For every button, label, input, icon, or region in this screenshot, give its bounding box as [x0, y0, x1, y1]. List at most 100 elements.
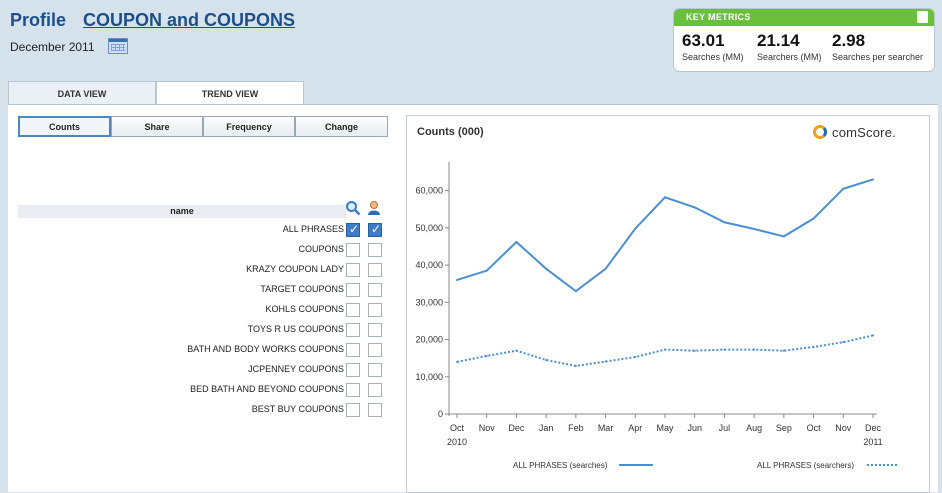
data-point: [634, 227, 637, 230]
phrase-name: BEST BUY COUPONS: [251, 404, 344, 414]
phrase-name: TOYS R US COUPONS: [247, 324, 344, 334]
searchers-checkbox[interactable]: [368, 222, 382, 237]
table-row: BEST BUY COUPONS: [18, 400, 398, 420]
y-tick-label: 20,000: [415, 335, 443, 345]
table-row: BED BATH AND BEYOND COUPONS: [18, 380, 398, 400]
x-tick-label: Feb: [568, 423, 584, 433]
searchers-checkbox[interactable]: [368, 383, 382, 397]
data-point: [604, 360, 607, 363]
subtab-share[interactable]: Share: [111, 116, 203, 137]
name-column-header[interactable]: name: [18, 205, 346, 218]
y-tick-label: 50,000: [415, 223, 443, 233]
subtab-frequency[interactable]: Frequency: [203, 116, 295, 137]
searches-checkbox[interactable]: [346, 383, 360, 397]
metric-searches: 63.01 Searches (MM): [682, 31, 744, 62]
searches-checkbox[interactable]: [346, 363, 360, 377]
metric-label: Searches per searcher: [832, 52, 924, 62]
searchers-checkbox[interactable]: [368, 243, 382, 257]
table-row: TOYS R US COUPONS: [18, 320, 398, 340]
metric-subtabs: Counts Share Frequency Change: [18, 116, 393, 137]
data-point: [782, 349, 785, 352]
data-point: [812, 217, 815, 220]
series-line-searches: [456, 178, 874, 293]
phrase-list: ALL PHRASES COUPONS KRAZY COUPON LADY TARGE…: [18, 220, 398, 420]
data-point: [634, 356, 637, 359]
trend-panel: Counts Share Frequency Change name ALL P…: [8, 104, 938, 493]
y-tick-label: 60,000: [415, 186, 443, 196]
subtab-change[interactable]: Change: [295, 116, 388, 137]
searches-checkbox[interactable]: [346, 263, 360, 277]
table-row: JCPENNEY COUPONS: [18, 360, 398, 380]
searchers-checkbox[interactable]: [368, 303, 382, 317]
y-tick-label: 0: [438, 409, 443, 419]
subtab-counts[interactable]: Counts: [18, 116, 111, 137]
searches-checkbox[interactable]: [346, 283, 360, 297]
searchers-checkbox[interactable]: [368, 343, 382, 357]
chart-title: Counts (000): [417, 126, 484, 138]
searches-checkbox[interactable]: [346, 343, 360, 357]
x-tick-label: Jan: [539, 423, 554, 433]
series-line-searchers: [456, 334, 874, 367]
searchers-checkbox[interactable]: [368, 363, 382, 377]
data-point: [723, 348, 726, 351]
data-point: [872, 178, 874, 181]
chart-canvas: 0 10,000 20,000 30,000 40,000 50,000 60,000 Oct…: [415, 162, 899, 470]
data-point: [842, 341, 845, 344]
searches-checkbox[interactable]: [346, 222, 360, 237]
x-tick-label: Dec: [865, 423, 882, 433]
data-point: [782, 235, 785, 238]
search-icon: [346, 201, 361, 216]
data-point: [456, 360, 458, 363]
trend-chart: Counts (000) comScore. 0 10,000 20,000 30,0…: [406, 115, 930, 493]
y-tick-label: 40,000: [415, 260, 443, 270]
phrase-name: COUPONS: [298, 244, 344, 254]
phrase-name: BED BATH AND BEYOND COUPONS: [190, 384, 344, 394]
data-point: [485, 354, 488, 357]
copy-icon[interactable]: [917, 11, 928, 23]
searches-checkbox[interactable]: [346, 323, 360, 337]
page-header: Profile COUPON and COUPONS December 2011…: [0, 0, 942, 80]
x-tick-label: Oct: [807, 423, 822, 433]
x-tick-label: Jul: [719, 423, 731, 433]
tab-trend-view[interactable]: TREND VIEW: [156, 81, 304, 106]
x-tick-label: May: [656, 423, 674, 433]
searchers-checkbox[interactable]: [368, 263, 382, 277]
phrase-name: ALL PHRASES: [282, 224, 344, 234]
x-tick-label: Oct: [450, 423, 465, 433]
x-tick-label: Mar: [598, 423, 614, 433]
searches-checkbox[interactable]: [346, 243, 360, 257]
metric-label: Searchers (MM): [757, 52, 822, 62]
x-tick-label: Aug: [746, 423, 762, 433]
data-point: [693, 349, 696, 352]
searches-checkbox[interactable]: [346, 303, 360, 317]
data-point: [515, 240, 518, 243]
searchers-checkbox[interactable]: [368, 323, 382, 337]
key-metrics-title: KEY METRICS: [674, 9, 934, 26]
data-point: [753, 227, 756, 230]
y-tick-label: 10,000: [415, 372, 443, 382]
table-row: COUPONS: [18, 240, 398, 260]
legend-label: ALL PHRASES (searchers): [757, 461, 854, 470]
table-row: TARGET COUPONS: [18, 280, 398, 300]
metric-value: 21.14: [757, 31, 800, 50]
y-tick-label: 30,000: [415, 297, 443, 307]
key-metrics-panel: KEY METRICS 63.01 Searches (MM) 21.14 Se…: [673, 8, 935, 72]
x-year-label: 2010: [447, 437, 467, 447]
tab-data-view[interactable]: DATA VIEW: [8, 81, 156, 105]
data-point: [574, 364, 577, 367]
metric-searches-per-searcher: 2.98 Searches per searcher: [832, 31, 923, 62]
table-row: BATH AND BODY WORKS COUPONS: [18, 340, 398, 360]
query-title-link[interactable]: COUPON and COUPONS: [83, 10, 296, 30]
data-point: [456, 278, 458, 281]
brand-name: comScore.: [832, 125, 896, 140]
searchers-checkbox[interactable]: [368, 403, 382, 417]
searches-checkbox[interactable]: [346, 403, 360, 417]
legend-label: ALL PHRASES (searches): [513, 461, 608, 470]
searchers-checkbox[interactable]: [368, 283, 382, 297]
data-point: [872, 334, 874, 337]
data-point: [664, 348, 666, 351]
data-point: [545, 359, 548, 362]
data-point: [723, 221, 726, 224]
calendar-icon[interactable]: [108, 38, 128, 54]
data-point: [545, 267, 548, 270]
